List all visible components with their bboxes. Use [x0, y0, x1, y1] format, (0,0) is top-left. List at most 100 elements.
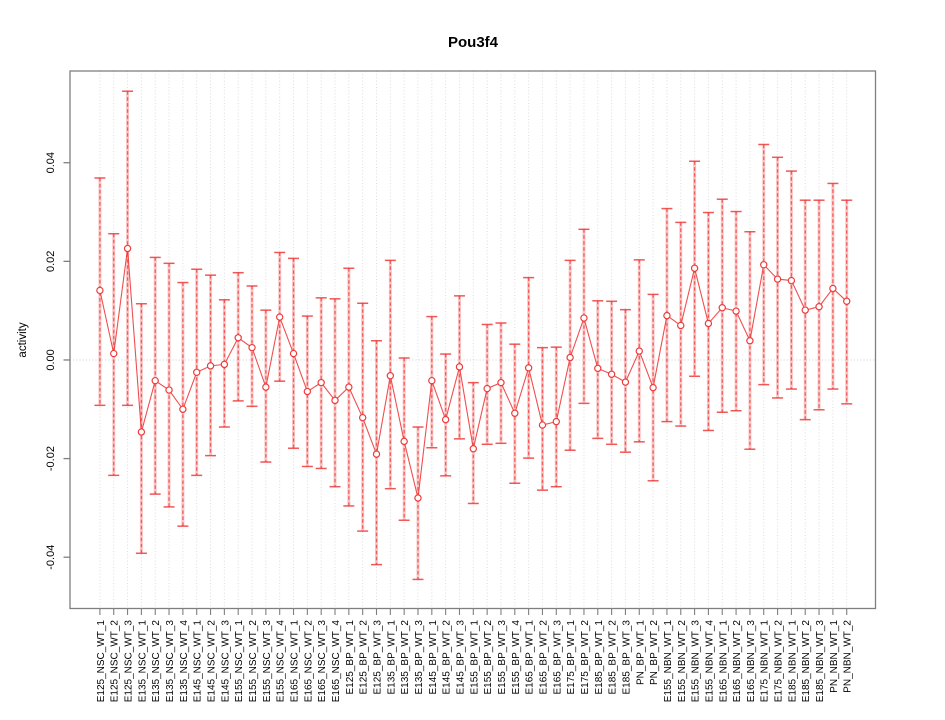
data-point: [801, 306, 809, 314]
x-tick-label: E155_NSC_WT_2: [248, 620, 259, 703]
x-tick-label: E155_NSC_WT_1: [234, 620, 245, 703]
data-point: [289, 349, 298, 358]
x-tick-label: E165_NSC_WT_4: [331, 620, 342, 703]
data-point: [303, 387, 312, 396]
data-point: [234, 334, 242, 342]
data-point: [524, 364, 533, 372]
x-tick-label: E155_NSC_WT_4: [276, 620, 287, 703]
data-point: [455, 363, 464, 371]
x-tick-label: E165_NSC_WT_2: [303, 620, 314, 703]
x-tick-label: E185_NBN_WT_2: [801, 620, 812, 703]
data-point: [317, 378, 325, 387]
data-point: [649, 383, 657, 392]
x-tick-label: E165_NSC_WT_3: [317, 620, 328, 703]
data-point: [815, 303, 823, 311]
x-tick-label: E155_BP_WT_3: [497, 620, 508, 695]
data-point: [345, 383, 353, 391]
x-tick-label: E145_BP_WT_1: [428, 620, 439, 695]
data-point: [732, 307, 740, 315]
data-point: [469, 445, 478, 453]
x-tick-label: E165_NSC_WT_1: [290, 620, 301, 703]
data-point: [663, 311, 671, 320]
x-tick-label: E165_BP_WT_2: [538, 620, 549, 695]
x-tick-label: E175_NBN_WT_1: [760, 620, 771, 703]
x-tick-label: E135_NSC_WT_2: [151, 620, 162, 703]
data-point: [538, 421, 547, 429]
plot-border: [69, 70, 877, 610]
x-tick-label: E175_BP_WT_1: [566, 620, 577, 695]
data-point: [677, 321, 685, 330]
data-point: [206, 362, 215, 370]
data-point: [331, 396, 339, 405]
data-point: [275, 313, 284, 321]
x-tick-label: PN_BP_WT_2: [649, 620, 660, 685]
y-tick-label: -0.02: [45, 446, 57, 471]
x-tick-label: E175_BP_WT_2: [580, 620, 591, 695]
data-point: [621, 378, 630, 386]
x-tick-label: E165_BP_WT_3: [552, 620, 563, 695]
y-axis-label: activity: [17, 322, 29, 357]
x-tick-label: E145_NSC_WT_3: [220, 620, 231, 703]
x-tick-label: E165_NBN_WT_2: [732, 620, 743, 703]
data-point: [441, 415, 450, 424]
x-tick-label: E165_BP_WT_1: [525, 620, 536, 695]
x-tick-label: E125_NSC_WT_1: [96, 620, 107, 703]
x-tick-label: E155_BP_WT_1: [469, 620, 480, 695]
y-tick-label: 0.04: [45, 152, 57, 173]
data-point: [386, 372, 395, 380]
data-point: [220, 360, 229, 369]
data-point: [718, 303, 726, 312]
x-tick-label: PN_NBN_WT_1: [829, 620, 840, 693]
data-point: [400, 437, 408, 446]
x-tick-label: E185_BP_WT_1: [594, 620, 605, 695]
data-point: [372, 450, 381, 458]
x-tick-label: E145_BP_WT_2: [442, 620, 453, 695]
data-point: [358, 413, 367, 422]
data-point: [843, 297, 851, 305]
y-tick-label: -0.04: [45, 545, 57, 570]
x-tick-label: E135_BP_WT_2: [400, 620, 411, 695]
x-tick-label: E155_NBN_WT_2: [677, 620, 688, 703]
data-point: [746, 337, 754, 345]
x-tick-label: E125_BP_WT_2: [359, 620, 370, 695]
x-tick-label: E125_NSC_WT_3: [124, 620, 135, 703]
data-point: [248, 343, 256, 352]
x-tick-label: E135_BP_WT_1: [386, 620, 397, 695]
data-point: [690, 264, 699, 272]
x-tick-label: E165_NBN_WT_3: [746, 620, 757, 703]
data-point: [428, 376, 436, 385]
x-tick-label: E125_BP_WT_1: [345, 620, 356, 695]
y-tick-label: 0.02: [45, 251, 57, 272]
data-point: [137, 428, 146, 436]
chart-title: Pou3f4: [448, 34, 499, 51]
data-point: [497, 378, 505, 387]
data-point: [179, 405, 187, 413]
data-point: [110, 349, 118, 358]
x-tick-label: E155_NBN_WT_1: [663, 620, 674, 703]
data-point: [566, 353, 574, 362]
data-point: [123, 244, 132, 253]
data-point: [773, 275, 782, 283]
x-tick-label: E185_NBN_WT_3: [815, 620, 826, 703]
data-point: [193, 368, 201, 376]
data-point: [704, 319, 713, 328]
x-tick-label: E155_NBN_WT_3: [691, 620, 702, 703]
x-tick-label: E155_NSC_WT_3: [262, 620, 273, 703]
data-point: [594, 364, 602, 373]
x-tick-label: E185_BP_WT_3: [621, 620, 632, 695]
data-point: [760, 261, 768, 269]
data-point: [414, 494, 422, 502]
data-point: [580, 314, 588, 322]
x-tick-label: E145_NSC_WT_2: [207, 620, 218, 703]
x-tick-label: E125_NSC_WT_2: [110, 620, 121, 703]
x-tick-label: E135_NSC_WT_3: [165, 620, 176, 703]
x-tick-label: E145_NSC_WT_1: [193, 620, 204, 703]
x-tick-label: E135_BP_WT_3: [414, 620, 425, 695]
x-tick-label: E155_NBN_WT_4: [704, 620, 715, 703]
x-tick-label: E135_NSC_WT_1: [137, 620, 148, 703]
x-tick-label: E125_BP_WT_3: [373, 620, 384, 695]
x-tick-label: E155_BP_WT_2: [483, 620, 494, 695]
data-point: [829, 284, 837, 293]
